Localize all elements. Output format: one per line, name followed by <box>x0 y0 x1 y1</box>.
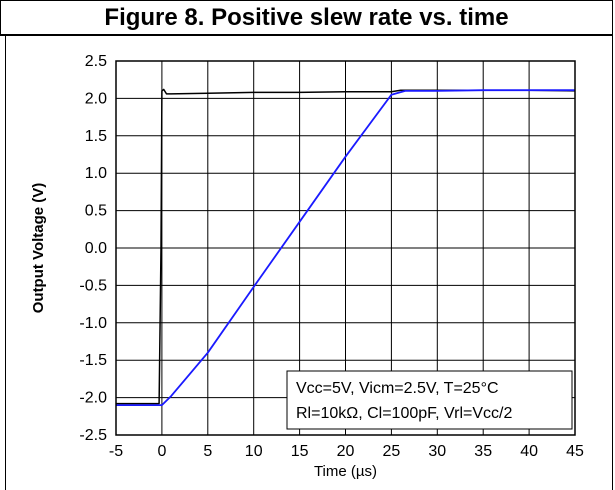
figure-title-box: Figure 8. Positive slew rate vs. time <box>0 0 613 36</box>
y-tick-label: -1.5 <box>79 352 107 369</box>
right-border <box>612 36 613 490</box>
y-tick-label: 1.5 <box>85 128 107 145</box>
y-tick-labels: 2.5 2.0 1.5 1.0 0.5 0.0 -0.5 -1.0 -1.5 -2.0 -2.5 <box>79 53 107 444</box>
figure-title: Figure 8. Positive slew rate vs. time <box>104 3 509 31</box>
y-tick-label: 2.5 <box>85 53 107 70</box>
y-tick-label: -0.5 <box>79 277 107 294</box>
x-axis-title: Time (µs) <box>314 463 377 480</box>
y-tick-label: 1.0 <box>85 165 107 182</box>
y-axis-title: Output Voltage (V) <box>30 183 47 314</box>
y-tick-label: 0.0 <box>85 240 107 257</box>
y-tick-label: 2.0 <box>85 90 107 107</box>
y-tick-label: -2.5 <box>79 427 107 444</box>
series-line-1 <box>116 89 575 407</box>
x-tick-label: 45 <box>566 443 584 460</box>
x-tick-label: 15 <box>291 443 309 460</box>
y-tick-label: -1.0 <box>79 315 107 332</box>
annotation-line-1: Vcc=5V, Vicm=2.5V, T=25°C <box>296 380 499 397</box>
x-tick-label: 10 <box>245 443 263 460</box>
x-tick-label: -5 <box>109 443 123 460</box>
plot-border <box>115 60 576 436</box>
series-layer <box>116 88 576 407</box>
y-tick-label: 0.5 <box>85 203 107 220</box>
x-tick-labels: -5 0 5 10 15 20 25 30 35 40 45 <box>109 443 584 460</box>
conditions-annotation: Vcc=5V, Vicm=2.5V, T=25°C Rl=10kΩ, Cl=10… <box>286 370 573 430</box>
x-tick-label: 35 <box>474 443 492 460</box>
annotation-box <box>286 370 573 430</box>
x-tick-label: 40 <box>520 443 538 460</box>
annotation-line-2: Rl=10kΩ, Cl=100pF, Vrl=Vcc/2 <box>296 405 512 422</box>
left-border <box>5 36 6 490</box>
x-tick-label: 30 <box>428 443 446 460</box>
x-tick-label: 25 <box>383 443 401 460</box>
y-tick-label: -2.0 <box>79 390 107 407</box>
x-tick-label: 20 <box>337 443 355 460</box>
x-tick-label: 0 <box>157 443 166 460</box>
x-tick-label: 5 <box>203 443 212 460</box>
